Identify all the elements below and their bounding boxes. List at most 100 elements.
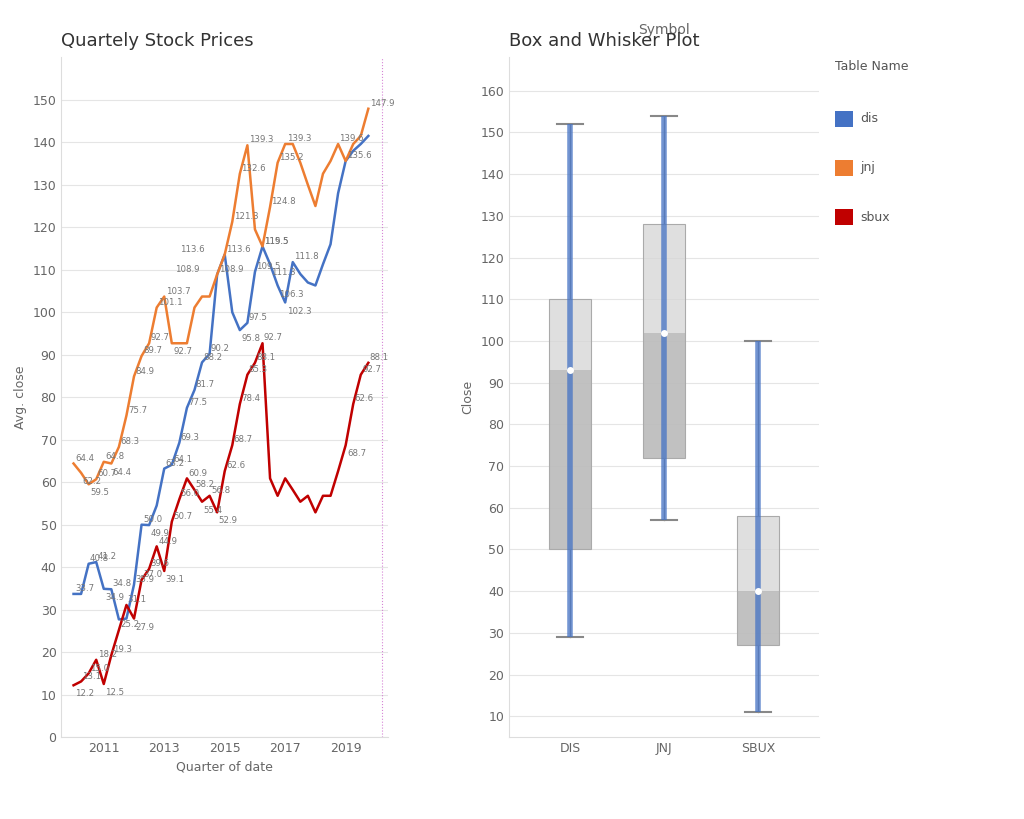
Point [562,364,579,377]
Text: 108.9: 108.9 [218,265,243,274]
Text: 49.9: 49.9 [151,529,169,538]
Text: 113.6: 113.6 [226,245,251,254]
Text: 109.5: 109.5 [256,262,281,271]
Text: 62.6: 62.6 [354,394,374,403]
Text: 64.4: 64.4 [113,468,132,477]
Text: 101.1: 101.1 [158,298,182,307]
Text: 81.7: 81.7 [196,380,215,389]
Text: 60.9: 60.9 [188,468,207,477]
Text: 68.7: 68.7 [347,450,367,459]
Text: 39.1: 39.1 [166,575,184,584]
Text: 139.3: 139.3 [249,135,273,144]
Text: Symbol: Symbol [638,23,690,37]
Text: 124.8: 124.8 [271,197,296,206]
Text: 33.7: 33.7 [75,584,94,593]
Text: 34.8: 34.8 [113,580,132,589]
Text: 89.7: 89.7 [143,346,162,355]
Text: 15.0: 15.0 [90,663,110,672]
Text: 64.8: 64.8 [105,452,124,461]
Text: 35.9: 35.9 [135,575,155,584]
Text: 88.2: 88.2 [204,353,222,362]
Text: 108.9: 108.9 [175,265,200,274]
Text: 60.7: 60.7 [97,469,117,478]
Text: 92.7: 92.7 [362,365,381,374]
Text: 50.7: 50.7 [173,512,193,521]
Text: 75.7: 75.7 [128,405,147,414]
Text: 62.2: 62.2 [83,477,101,486]
Text: 92.7: 92.7 [151,333,170,342]
Text: 64.4: 64.4 [75,454,94,463]
X-axis label: Quarter of date: Quarter of date [176,761,273,773]
Text: Box and Whisker Plot: Box and Whisker Plot [509,32,699,50]
Text: 62.6: 62.6 [226,461,245,470]
Text: 13.1: 13.1 [83,672,101,681]
Text: jnj: jnj [860,161,876,174]
Text: 18.2: 18.2 [97,650,117,659]
Text: 103.7: 103.7 [166,287,190,296]
Text: 102.3: 102.3 [287,306,311,315]
Text: 34.9: 34.9 [105,593,124,602]
Text: 119.5: 119.5 [264,237,289,246]
Text: 135.2: 135.2 [279,153,304,162]
Text: 68.7: 68.7 [233,436,253,445]
Text: 92.7: 92.7 [173,347,193,356]
Bar [737,591,779,645]
Text: 59.5: 59.5 [90,488,109,497]
Bar [549,299,591,370]
Text: 68.3: 68.3 [120,437,139,446]
Text: 27.9: 27.9 [135,622,155,631]
Text: 95.8: 95.8 [242,334,260,343]
Text: 25.2: 25.2 [120,620,139,629]
Text: 111.3: 111.3 [271,269,296,278]
Text: Table Name: Table Name [835,60,908,73]
Bar [737,516,779,645]
Bar [549,370,591,550]
Text: 97.5: 97.5 [249,313,268,322]
Text: 63.2: 63.2 [166,459,184,468]
Text: 139.3: 139.3 [287,134,311,143]
Text: 56.8: 56.8 [211,486,230,495]
Text: 113.6: 113.6 [180,245,205,254]
Point [750,585,766,598]
Text: 139.6: 139.6 [340,134,364,143]
Text: 58.2: 58.2 [196,480,215,489]
Text: 40.8: 40.8 [90,554,110,563]
Bar [643,333,685,458]
Text: 19.3: 19.3 [113,645,132,654]
Text: 92.7: 92.7 [264,333,283,342]
Point [656,326,673,339]
Text: 121.3: 121.3 [233,212,258,221]
Text: 39.6: 39.6 [151,559,170,568]
Text: 135.6: 135.6 [347,152,372,161]
Text: 44.9: 44.9 [158,536,177,545]
Bar [549,299,591,550]
Text: 50.0: 50.0 [143,515,162,524]
Text: sbux: sbux [860,210,890,224]
Text: 90.2: 90.2 [211,344,230,353]
Text: 41.2: 41.2 [97,552,117,561]
Text: 147.9: 147.9 [370,99,394,108]
Text: Quartely Stock Prices: Quartely Stock Prices [61,32,254,50]
Bar [643,224,685,458]
Text: 132.6: 132.6 [242,164,266,173]
Text: 78.4: 78.4 [242,394,260,403]
Text: 88.1: 88.1 [256,353,275,362]
Text: dis: dis [860,112,879,125]
Text: 37.0: 37.0 [143,570,162,579]
Text: 64.1: 64.1 [173,455,193,464]
Text: 12.5: 12.5 [105,688,124,697]
Y-axis label: Close: Close [462,380,475,414]
Bar [737,516,779,591]
Text: 55.4: 55.4 [204,506,222,515]
Text: 85.3: 85.3 [249,365,268,374]
Bar [643,224,685,333]
Text: 106.3: 106.3 [279,290,304,299]
Text: 84.9: 84.9 [135,367,155,376]
Text: 56.0: 56.0 [181,490,200,499]
Text: 69.3: 69.3 [181,433,200,442]
Text: 77.5: 77.5 [188,398,208,407]
Text: 111.8: 111.8 [294,252,318,261]
Text: 31.1: 31.1 [128,595,147,604]
Y-axis label: Avg. close: Avg. close [14,365,28,429]
Text: 12.2: 12.2 [75,690,94,699]
